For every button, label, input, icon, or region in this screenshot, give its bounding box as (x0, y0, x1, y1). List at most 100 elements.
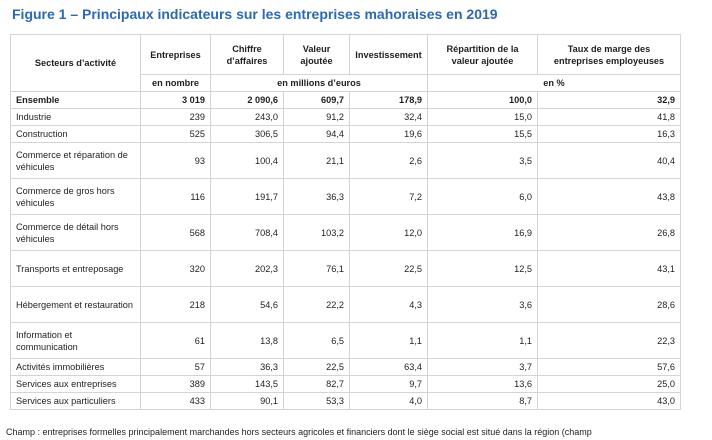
header-row: Secteurs d’activité Entreprises Chiffre … (10, 34, 681, 92)
unit-millions-euros: en millions d’euros (210, 74, 428, 92)
table-row: Services aux particuliers 433 90,1 53,3 4,0 8… (10, 392, 681, 410)
table-row: Commerce de détail hors véhicules 568 708,… (10, 214, 681, 251)
cell-value: 16,9 (427, 214, 538, 251)
cell-value: 53,3 (283, 392, 350, 410)
cell-value: 100,0 (427, 91, 538, 109)
cell-value: 7,2 (349, 178, 428, 215)
row-label: Information et communication (10, 322, 141, 359)
row-label: Ensemble (10, 91, 141, 109)
cell-value: 178,9 (349, 91, 428, 109)
table-row: Hébergement et restauration 218 54,6 22,2 4,… (10, 286, 681, 323)
cell-value: 13,6 (427, 375, 538, 393)
cell-value: 6,0 (427, 178, 538, 215)
cell-value: 2,6 (349, 142, 428, 179)
cell-value: 28,6 (537, 286, 681, 323)
units-row: en nombre en millions d’euros en % (11, 74, 681, 92)
table-row: Commerce de gros hors véhicules 116 191,7 3… (10, 178, 681, 215)
cell-value: 1,1 (427, 322, 538, 359)
cell-value: 13,8 (210, 322, 284, 359)
cell-value: 22,3 (537, 322, 681, 359)
row-label: Construction (10, 125, 141, 143)
cell-value: 9,7 (349, 375, 428, 393)
cell-value: 1,1 (349, 322, 428, 359)
column-header-investissement: Investissement (349, 34, 428, 75)
row-label: Commerce de gros hors véhicules (10, 178, 141, 215)
cell-value: 2 090,6 (210, 91, 284, 109)
cell-value: 25,0 (537, 375, 681, 393)
cell-value: 63,4 (349, 358, 428, 376)
indicators-table: Secteurs d’activité Entreprises Chiffre … (10, 34, 681, 410)
cell-value: 57,6 (537, 358, 681, 376)
cell-value: 41,8 (537, 108, 681, 126)
cell-value: 191,7 (210, 178, 284, 215)
table-row: Activités immobilières 57 36,3 22,5 63,4 3,7 5… (10, 358, 681, 376)
cell-value: 609,7 (283, 91, 350, 109)
cell-value: 143,5 (210, 375, 284, 393)
row-label: Commerce de détail hors véhicules (10, 214, 141, 251)
total-row: Ensemble 3 019 2 090,6 609,7 178,9 100,0 32,9 (10, 91, 681, 109)
cell-value: 21,1 (283, 142, 350, 179)
unit-count: en nombre (140, 74, 211, 92)
column-header-entreprises: Entreprises (140, 34, 211, 75)
cell-value: 57 (140, 358, 211, 376)
cell-value: 15,0 (427, 108, 538, 126)
figure-title: Figure 1 – Principaux indicateurs sur le… (12, 6, 498, 22)
cell-value: 90,1 (210, 392, 284, 410)
cell-value: 36,3 (283, 178, 350, 215)
cell-value: 61 (140, 322, 211, 359)
table-row: Industrie 239 243,0 91,2 32,4 15,0 41,8 (10, 108, 681, 126)
column-header-valeur-ajoutee: Valeur ajoutée (283, 34, 350, 75)
cell-value: 243,0 (210, 108, 284, 126)
cell-value: 22,5 (283, 358, 350, 376)
row-label: Hébergement et restauration (10, 286, 141, 323)
cell-value: 3 019 (140, 91, 211, 109)
cell-value: 100,4 (210, 142, 284, 179)
table-row: Construction 525 306,5 94,4 19,6 15,5 16,3 (10, 125, 681, 143)
cell-value: 3,6 (427, 286, 538, 323)
cell-value: 32,4 (349, 108, 428, 126)
cell-value: 6,5 (283, 322, 350, 359)
cell-value: 306,5 (210, 125, 284, 143)
cell-value: 202,3 (210, 250, 284, 287)
cell-value: 4,0 (349, 392, 428, 410)
row-label: Transports et entreposage (10, 250, 141, 287)
cell-value: 320 (140, 250, 211, 287)
cell-value: 389 (140, 375, 211, 393)
cell-value: 82,7 (283, 375, 350, 393)
cell-value: 76,1 (283, 250, 350, 287)
row-label: Activités immobilières (10, 358, 141, 376)
column-header-chiffre-affaires: Chiffre d’affaires (210, 34, 284, 75)
cell-value: 91,2 (283, 108, 350, 126)
cell-value: 16,3 (537, 125, 681, 143)
cell-value: 12,0 (349, 214, 428, 251)
cell-value: 568 (140, 214, 211, 251)
cell-value: 26,8 (537, 214, 681, 251)
cell-value: 43,0 (537, 392, 681, 410)
table-row: Transports et entreposage 320 202,3 76,1 22,… (10, 250, 681, 287)
column-header-taux-marge: Taux de marge des entreprises employeuse… (537, 34, 681, 75)
table-row: Commerce et réparation de véhicules 93 100… (10, 142, 681, 179)
cell-value: 239 (140, 108, 211, 126)
cell-value: 433 (140, 392, 211, 410)
cell-value: 43,1 (537, 250, 681, 287)
cell-value: 19,6 (349, 125, 428, 143)
cell-value: 22,2 (283, 286, 350, 323)
cell-value: 15,5 (427, 125, 538, 143)
cell-value: 4,3 (349, 286, 428, 323)
cell-value: 3,5 (427, 142, 538, 179)
cell-value: 8,7 (427, 392, 538, 410)
cell-value: 94,4 (283, 125, 350, 143)
cell-value: 40,4 (537, 142, 681, 179)
cell-value: 116 (140, 178, 211, 215)
cell-value: 22,5 (349, 250, 428, 287)
cell-value: 32,9 (537, 91, 681, 109)
row-label: Services aux particuliers (10, 392, 141, 410)
table-row: Services aux entreprises 389 143,5 82,7 9,7 1… (10, 375, 681, 393)
cell-value: 54,6 (210, 286, 284, 323)
cell-value: 103,2 (283, 214, 350, 251)
cell-value: 3,7 (427, 358, 538, 376)
row-label: Industrie (10, 108, 141, 126)
cell-value: 36,3 (210, 358, 284, 376)
cell-value: 525 (140, 125, 211, 143)
row-label: Commerce et réparation de véhicules (10, 142, 141, 179)
